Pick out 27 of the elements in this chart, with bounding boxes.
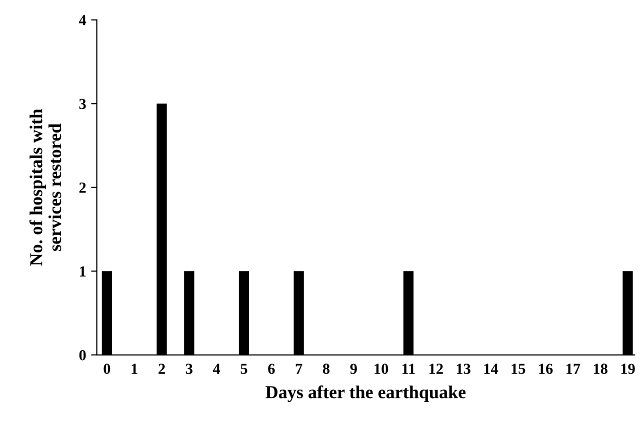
x-tick-label: 10 <box>374 364 388 374</box>
x-tick-label: 2 <box>158 364 165 374</box>
x-tick-label: 14 <box>484 364 498 374</box>
y-tick-label: 1 <box>80 266 86 276</box>
x-tick-label: 1 <box>132 364 138 374</box>
x-tick-label: 4 <box>212 364 220 374</box>
x-tick-label: 19 <box>621 364 635 374</box>
x-tick-label: 8 <box>322 364 330 374</box>
y-tick-label: 3 <box>79 98 86 110</box>
x-tick-label: 13 <box>456 364 470 374</box>
x-tick-label: 15 <box>512 364 526 374</box>
y-tick-label: 2 <box>79 182 86 193</box>
x-tick-label: 0 <box>104 364 110 374</box>
y-axis-title: No. of hospitals with services restored <box>29 108 62 266</box>
x-tick-label: 18 <box>594 364 608 374</box>
x-tick-label: 17 <box>566 364 580 374</box>
x-tick-label: 12 <box>429 364 443 374</box>
x-axis-title: Days after the earthquake <box>266 385 466 402</box>
x-tick-label: 9 <box>350 364 357 374</box>
x-tick-label: 6 <box>268 364 275 374</box>
x-tick-label: 11 <box>402 364 415 374</box>
y-tick-label: 0 <box>79 350 86 360</box>
x-tick-label: 7 <box>296 364 302 374</box>
x-tick-label: 16 <box>539 364 553 374</box>
x-tick-label: 5 <box>240 364 248 374</box>
x-tick-label: 3 <box>186 364 192 374</box>
y-tick-label: 4 <box>78 15 86 26</box>
